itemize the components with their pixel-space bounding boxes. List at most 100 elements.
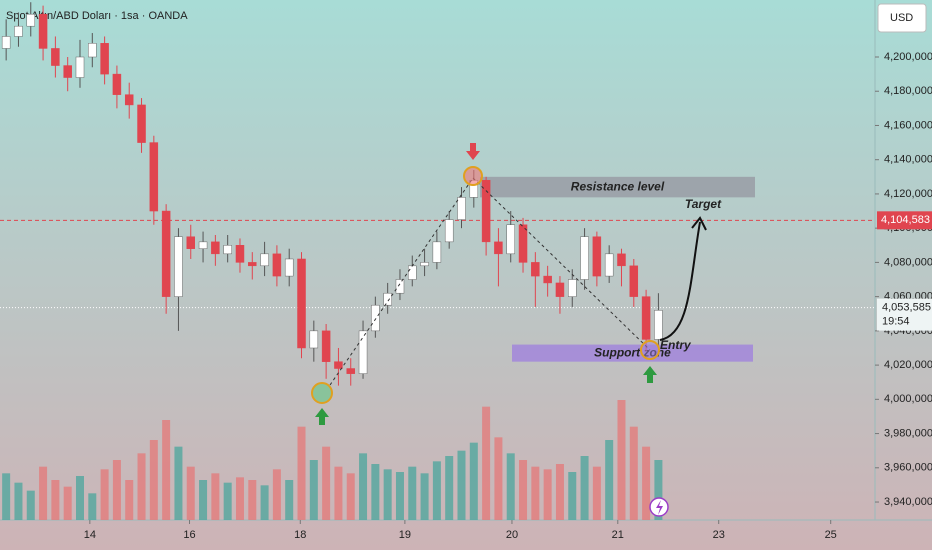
volume-bar [174,446,183,520]
y-tick-label: 4,160,000 [884,119,932,131]
candle-body [518,224,528,263]
price-tag-label: 4,104,583 [881,214,930,226]
candle-body [321,330,331,362]
candle-body [161,210,171,297]
volume-bar [162,420,171,520]
volume-bar [371,464,380,520]
entry-label: Entry [660,338,692,352]
y-tick-label: 4,120,000 [884,188,932,200]
volume-bar [457,450,466,520]
candle-body [494,241,503,255]
currency-box[interactable] [877,3,927,33]
volume-bar [346,473,355,520]
volume-bar [322,446,331,520]
volume-bar [543,469,552,520]
volume-bar [420,473,429,520]
y-tick-label: 3,940,000 [884,496,932,508]
volume-bar [309,460,318,520]
candle-body [1,36,11,49]
candle-body [334,361,343,369]
volume-bar [211,473,220,520]
volume-bar [14,482,23,520]
target-curve [659,221,701,341]
candle-body [248,262,257,267]
target-arrowhead [691,216,707,231]
candle-body [309,330,319,349]
y-tick-label: 4,200,000 [884,51,932,63]
y-tick-label: 3,980,000 [884,427,932,439]
volume-bar [235,477,244,520]
volume-bar [469,442,478,520]
y-tick-label: 4,080,000 [884,256,932,268]
target-label: Target [685,197,722,211]
candle-body [543,275,552,284]
candle-body [358,330,368,374]
volume-bar [642,446,651,520]
volume-bar [112,460,121,520]
volume-bar [494,437,503,520]
volume-bar [482,406,491,520]
candle-body [580,236,589,280]
candle-body [26,13,36,27]
candle-body [88,43,97,58]
last-price-label: 4,053,585 [882,302,931,314]
candle-body [395,279,405,294]
volume-bar [137,453,146,520]
candle-body [420,262,429,267]
candle-body [51,48,60,66]
volume-bar [149,440,158,520]
candle-body [174,236,183,297]
volume-bar [617,400,626,520]
candle-body [641,296,651,340]
support-zone [512,344,753,362]
volume-bar [654,460,663,520]
candle-body [346,368,355,374]
volume-bar [359,453,368,520]
volume-bar [51,480,60,520]
volume-bar [248,480,257,520]
y-tick-label: 4,020,000 [884,359,932,371]
candle-body [63,65,72,78]
candle-body [654,310,663,340]
candle-body [14,25,23,37]
candle-body [604,253,614,277]
volume-bar [531,466,540,520]
volume-bar [26,490,35,520]
pattern-line [472,177,651,351]
y-tick-label: 4,140,000 [884,154,932,166]
volume-bar [100,469,109,520]
volume-bar [272,469,281,520]
candle-body [284,258,294,277]
volume-bar [186,466,195,520]
candle-body [408,265,417,280]
volume-bar [629,426,638,520]
resistance-zone [480,176,755,198]
currency: USD [890,12,913,24]
candle-body [223,245,232,255]
candle-body [100,43,109,75]
volume-bar [75,476,84,520]
candle-body [371,304,380,332]
candle-body [568,279,577,297]
chart-title: Spot Altın/ABD Doları · 1sa · OANDA [6,10,188,22]
volume-bar [506,453,515,520]
volume-bar [334,466,343,520]
volume-bar [2,473,11,520]
volume-bar [555,464,564,520]
candle-body [137,104,146,143]
y-tick-label: 4,000,000 [884,393,932,405]
candle-body [112,73,122,95]
y-tick-label: 4,180,000 [884,85,932,97]
volume-bar [592,466,601,520]
candle-body [592,236,602,277]
x-tick-label: 20 [506,529,518,541]
volume-bar [260,485,269,520]
volume-bar [605,440,614,520]
candle-body [457,197,466,220]
volume-bar [39,466,48,520]
x-tick-label: 25 [825,529,837,541]
highlight [640,340,660,360]
volume-bar [383,469,392,520]
volume-bar [519,460,528,520]
